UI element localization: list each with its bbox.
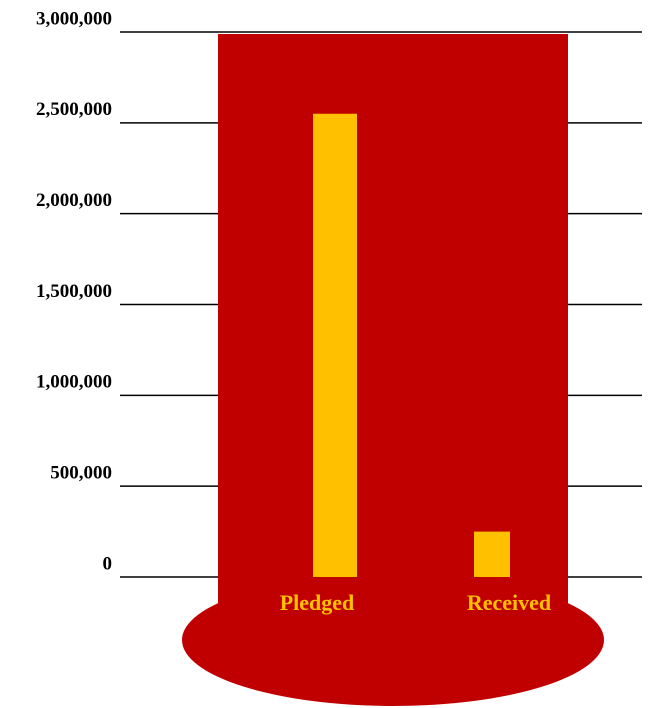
x-tick-label: Pledged (280, 590, 355, 615)
y-tick-label: 2,000,000 (36, 190, 112, 211)
thermometer-tube (218, 34, 568, 614)
y-tick-label: 1,000,000 (36, 372, 112, 393)
y-tick-label: 3,000,000 (36, 8, 112, 29)
x-tick-label: Received (467, 590, 551, 615)
y-tick-label: 2,500,000 (36, 99, 112, 120)
bar (474, 531, 510, 577)
y-tick-label: 0 (103, 553, 113, 574)
bar (313, 113, 357, 577)
y-tick-label: 1,500,000 (36, 281, 112, 302)
y-tick-label: 500,000 (50, 463, 112, 484)
